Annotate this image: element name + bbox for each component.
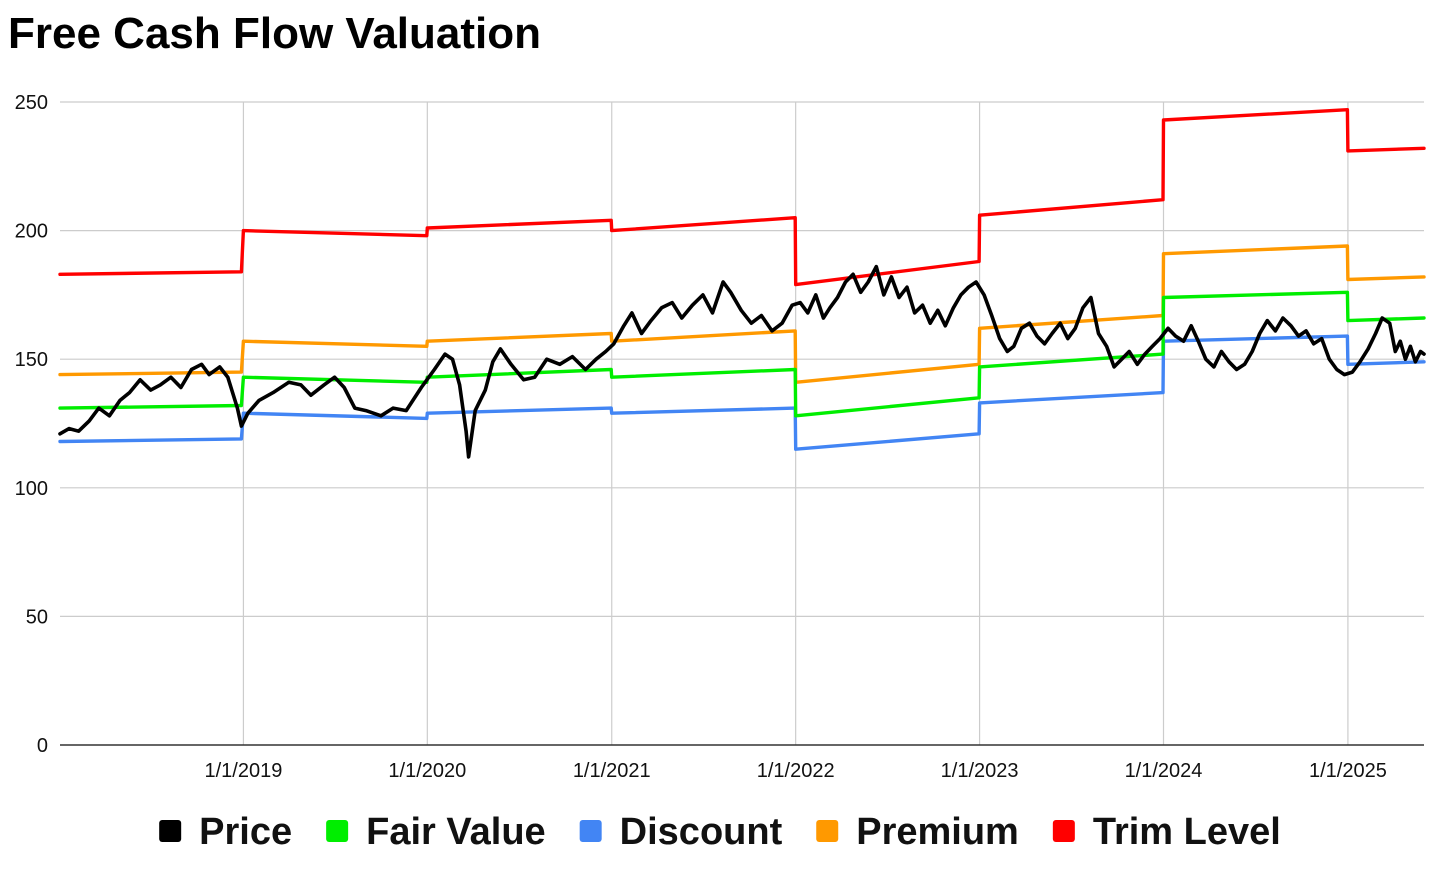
x-tick-label: 1/1/2020 xyxy=(388,760,466,782)
legend-label: Trim Level xyxy=(1093,811,1281,853)
series-line-price xyxy=(58,264,1426,459)
x-tick-label: 1/1/2019 xyxy=(204,760,282,782)
x-tick-label: 1/1/2021 xyxy=(573,760,651,782)
x-tick-label: 1/1/2023 xyxy=(941,760,1019,782)
legend-item-discount: Discount xyxy=(579,811,783,853)
legend-item-trim-level: Trim Level xyxy=(1052,811,1281,853)
axis-layer: 0 50 100 150 200 250 1/1/2019 1/1/2020 1/1/2021 1… xyxy=(15,92,1424,782)
legend-label: Discount xyxy=(620,811,783,853)
legend-label: Fair Value xyxy=(366,811,546,853)
series-line-discount xyxy=(58,334,1426,451)
legend: Price Fair Value Discount Premium Trim Level xyxy=(159,811,1281,853)
x-tick-label: 1/1/2024 xyxy=(1125,760,1203,782)
legend-label: Premium xyxy=(856,811,1019,853)
legend-swatch xyxy=(159,820,182,842)
y-tick-label: 250 xyxy=(15,92,48,114)
chart-title: Free Cash Flow Valuation xyxy=(8,9,541,58)
legend-swatch xyxy=(326,820,349,842)
legend-swatch xyxy=(579,820,602,842)
legend-item-premium: Premium xyxy=(816,811,1019,853)
y-tick-label: 0 xyxy=(37,735,48,757)
legend-label: Price xyxy=(199,811,292,853)
y-tick-label: 50 xyxy=(26,606,48,628)
series-layer xyxy=(58,107,1426,459)
legend-item-fair-value: Fair Value xyxy=(326,811,546,853)
y-tick-label: 100 xyxy=(15,478,48,500)
grid-layer xyxy=(60,101,1424,745)
series-line-trim-level xyxy=(58,107,1426,287)
legend-item-price: Price xyxy=(159,811,292,853)
x-tick-label: 1/1/2025 xyxy=(1309,760,1387,782)
y-tick-label: 150 xyxy=(15,349,48,371)
legend-swatch xyxy=(1052,820,1075,842)
legend-swatch xyxy=(816,820,839,842)
y-tick-label: 200 xyxy=(15,221,48,243)
x-tick-label: 1/1/2022 xyxy=(757,760,835,782)
series-line-premium xyxy=(58,244,1426,384)
